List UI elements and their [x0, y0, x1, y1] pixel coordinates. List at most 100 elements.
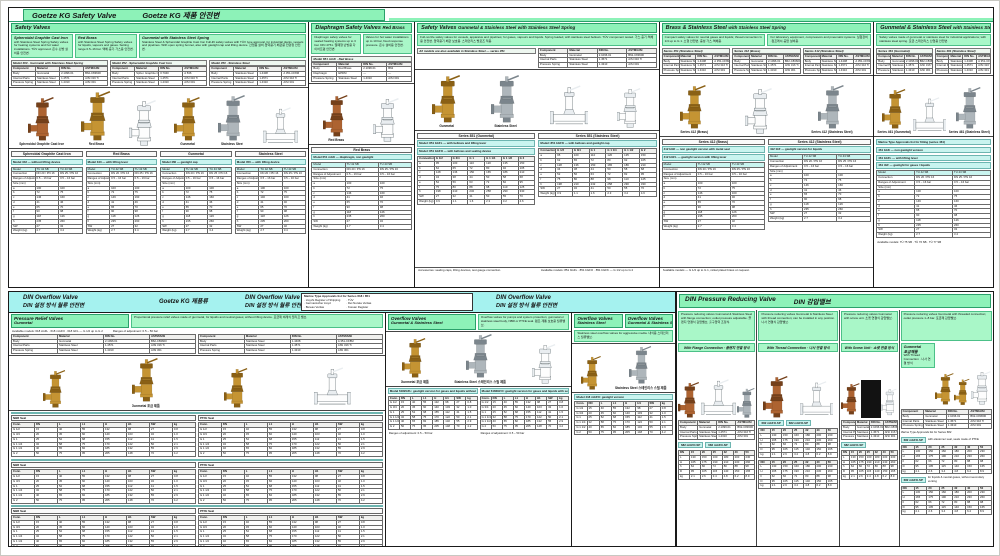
column-header: Component [840, 420, 856, 426]
table-cell: Stainless Steel [854, 429, 870, 436]
panel-header: Overflow Valves Gunmetal & Stainless Ste… [387, 314, 476, 330]
spec-stack-title: Series 851 (Stainless Steel) [538, 132, 657, 139]
table-cell: 148 [125, 497, 150, 504]
table-cell: 205 [432, 424, 445, 430]
panel-header-row: Overflow Valves Gunmetal & Stainless Ste… [386, 313, 571, 331]
table-cell: AISI 301 [917, 68, 933, 74]
table-cell: AISI 316 Ti [712, 63, 731, 70]
panel-header-row: Pressure Relief Valves Gunmetal Proporti… [9, 313, 385, 329]
table-cell: 2.7 [695, 224, 731, 230]
marine-item: · Bureau Veritas [304, 304, 325, 309]
column-header: ASTM/AISI [976, 53, 991, 60]
table-cell: Stainless Steel [678, 58, 697, 65]
table-cell: kg [758, 483, 771, 490]
table-cell: Internal Parts [840, 429, 856, 436]
title-bar: Goetze KG Safety Valve Goetze KG 제품 안전변 [9, 8, 993, 22]
note-row: All models are also available in Stainle… [415, 47, 659, 69]
desc-text: Pressure reducing valves Gunmetal with s… [843, 312, 893, 320]
availability-note: All models are also available in Stainle… [417, 47, 536, 54]
valve-photo-gunmetal-icon [132, 358, 160, 402]
table-cell: G 1 1/4 [574, 420, 588, 426]
table-cell: G 2 [197, 543, 222, 546]
valve-photo: Series 412 (Brass) [680, 85, 708, 134]
table-cell: 1.1 [450, 198, 469, 205]
component-table-title: Series 461 (Stainless Steel) [934, 47, 991, 54]
data-table: Component Material DIN No. ASTM/AISI Body Sph… [110, 66, 208, 87]
spec-table-stack: Stainless Steel Model 450 — with lifting… [234, 151, 307, 285]
table-cell: 2.7 [802, 216, 838, 222]
valve-photo: Spheroidal Graphite Cast Iron [19, 97, 64, 146]
valve-photo-cast-iron-icon [28, 97, 56, 141]
component-table-title: Series 412 (Brass) [732, 47, 801, 54]
spec-stack-title: Red Brass [85, 151, 158, 158]
valve-photo: Gunmetal [432, 75, 462, 128]
table-cell: 95 [266, 543, 291, 546]
table-cell: AISI 316 Ti [853, 63, 872, 70]
title-kr: Goetze KG 제품 안전변 [142, 10, 220, 20]
table-cell: Stainless Steel [697, 434, 718, 441]
material-desc: Full-nozzle safety valves for vessels, a… [420, 35, 654, 43]
material-box: Valves for hot water installations up to… [362, 34, 413, 54]
seat-table: NBR Seal Conn. DN L L1 H H1 SW kg G 1/2 15 40 55 132… [11, 461, 196, 504]
seat-tables-row: NBR Seal Conn. DN L L1 H H1 SW kg G 1/2 15 40 55 132… [11, 461, 383, 504]
valve-drawing-icon [617, 88, 642, 128]
seat-table: PTFE Seal Conn. DN L L1 H H1 SW kg G 1/2 15 40 55 13… [197, 461, 383, 504]
section-header: Diaphragm Safety Valves Red Brass [311, 23, 413, 33]
table-cell: 4.2 [557, 424, 570, 430]
products-label: Goetze KG 제품류 [159, 299, 208, 305]
table-cell: Pressure Spring [840, 434, 856, 441]
material-title: Gunmetal with Stainless Steel Spring [142, 36, 210, 40]
table-cell: G 2 [11, 497, 35, 504]
model-row: 461 bGK — non gastight version [876, 146, 991, 154]
table-cell: 0.9 [433, 198, 452, 205]
pr-col-thread: Pressure reducing valves Gunmetal & Stai… [756, 310, 838, 546]
overflow-title: DIN Overflow Valve DIN 설정 방식 월류 안전변 [496, 294, 557, 310]
seat-table: NBR Seal Conn. DN L L1 H H1 SW kg G 1/2 15 40 55 132… [11, 507, 196, 546]
valve-drawing-icon [373, 98, 401, 142]
panel-title: Pressure Relief Valves [14, 316, 64, 321]
table-cell: AISI 301 [976, 68, 991, 74]
spec-table-stack: Marine Type Approvals list for fitting (… [876, 138, 991, 285]
panel-header: Overflow Valves Gunmetal & Stainless Ste… [624, 314, 673, 328]
table-cell: 1.4310 [765, 68, 784, 74]
models-note: Available models — G 1/4 up to G 1, nick… [662, 269, 750, 272]
table-cell: 3.4 [58, 228, 83, 235]
table-cell: 2.6 [926, 468, 941, 475]
component-tables-row: Series 451 (Stainless Steel) Component Ma… [660, 47, 874, 75]
connection-label: With Screw Unit · 소켓 연결 방식 [840, 343, 898, 352]
table-cell: 95 [79, 543, 104, 546]
range-footnote: Ranges of adjustment: 0.5 – 50 bar [388, 431, 433, 436]
table-cell: 4.2 [171, 451, 196, 457]
seat-type: NBR Seal [11, 461, 196, 468]
component-table: Model 460 · Gunmetal with Stainless Stee… [11, 60, 109, 87]
photo-caption: Gunmetal 포금 제품 [131, 403, 160, 408]
photo-caption: Gunmetal [180, 142, 195, 147]
table-cell: 75 [56, 543, 81, 546]
data-table: Conn. DN L L1 H H1 SW kg G 1/2 15 40 55 132 98 27 0.8 G … [11, 515, 196, 546]
range-footnote: Ranges of adjustment: 0.5 – 50 bar [480, 431, 525, 436]
section-brass-stainless: Brass & Stainless Steel with Stainless S… [658, 22, 874, 287]
data-table: Conn. DN L L1 H H1 SW kg G 1/2 15 40 55 132 98 27 0.8 G … [574, 401, 674, 436]
table-cell: Gunmetal [890, 58, 905, 65]
valve-photo: Series 461 (Stainless Steel) [949, 87, 990, 134]
section-header-text: Safety Valves [421, 25, 457, 31]
title-strip [389, 18, 993, 21]
table-cell: 8.9 [743, 473, 756, 480]
component-table-title: Model 450 · Stainless Steel [209, 60, 307, 67]
data-table: Conn. DN L L1 H H1 SW kg G 1/2 15 40 55 132 98 27 0.8 G … [197, 469, 383, 504]
note: All models are also available in Stainle… [417, 47, 536, 54]
table-cell: 4.2 [171, 497, 196, 504]
desc-text: Stainless steel overflow valves for aggr… [577, 330, 669, 339]
valve-photo-stainless-icon [466, 334, 494, 378]
overflow-title-en: DIN Overflow Valve [23, 295, 78, 301]
valve-photo: Gunmetal 포금 제품 [401, 338, 429, 384]
valve-photo-stainless-icon [491, 75, 521, 123]
table-cell: Internal Parts [677, 429, 699, 436]
data-table: DN 15 20 25 32 40 50 L 130 150 160 180 200 230 H 165 175… [758, 428, 838, 458]
table-cell: 2.6 [699, 473, 712, 480]
model-badge: 682 mGFO-SP [758, 420, 784, 426]
table-cell: 70 [335, 543, 360, 546]
model-row: Model 450 — with lifting device [234, 158, 307, 166]
valve-drawing-icon [745, 88, 774, 134]
